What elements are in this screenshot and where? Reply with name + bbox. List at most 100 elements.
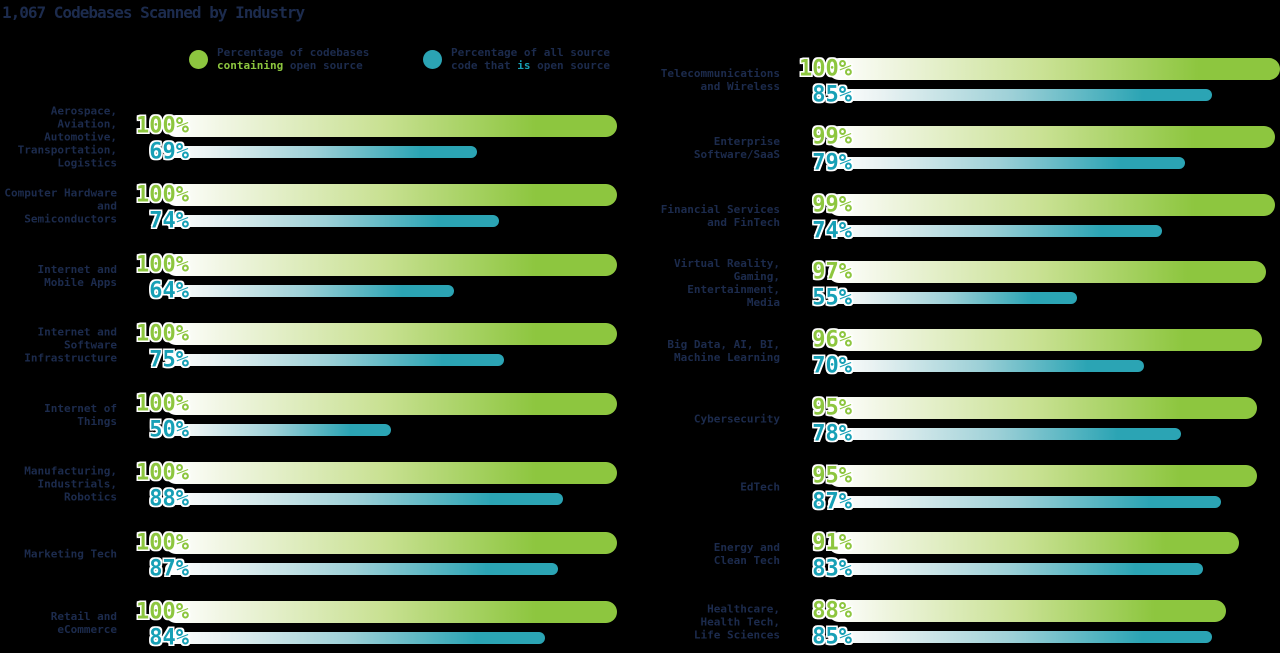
bar-value-is-open-source: 74% bbox=[149, 208, 189, 234]
industry-label: Financial Services and FinTech bbox=[660, 202, 780, 229]
industry-label: Energy and Clean Tech bbox=[713, 540, 780, 567]
bar-is-open-source: 78% bbox=[812, 422, 1181, 447]
bar-containing-open-source: 100% bbox=[136, 114, 617, 139]
bar-value-is-open-source: 83% bbox=[812, 556, 852, 582]
industry-row: Marketing Tech 100% 87% bbox=[0, 530, 1280, 582]
industry-label: Telecommunications and Wireless bbox=[660, 66, 780, 93]
bar-is-open-source: 85% bbox=[812, 625, 1212, 650]
bar-is-open-source: 55% bbox=[812, 286, 1077, 311]
bar-is-open-source: 75% bbox=[149, 348, 504, 373]
bar-containing-open-source: 100% bbox=[136, 253, 617, 278]
bar-value-containing: 100% bbox=[136, 599, 189, 625]
bar-value-containing: 95% bbox=[812, 395, 852, 421]
bar-value-containing: 100% bbox=[799, 56, 852, 82]
bar-is-open-source: 87% bbox=[149, 557, 558, 582]
bar-value-containing: 100% bbox=[136, 182, 189, 208]
bar-value-is-open-source: 69% bbox=[149, 139, 189, 165]
bar-value-containing: 88% bbox=[812, 598, 852, 624]
bar-containing-open-source: 97% bbox=[812, 260, 1266, 285]
industry-label: Computer Hardware and Semiconductors bbox=[4, 186, 117, 225]
legend-label-segment: Percentage of all source bbox=[451, 46, 610, 59]
industry-row: Manufacturing, Industrials, Robotics 100%… bbox=[0, 461, 1280, 512]
legend-label-segment: containing bbox=[217, 59, 284, 72]
industry-row: Financial Services and FinTech 99% 74% bbox=[0, 193, 1280, 244]
bar-value-containing: 100% bbox=[136, 113, 189, 139]
bar-value-containing: 100% bbox=[136, 391, 189, 417]
industry-row: Aerospace, Aviation, Automotive, Transpo… bbox=[0, 104, 1280, 169]
industry-label: Internet of Things bbox=[44, 401, 117, 428]
bar-containing-open-source: 99% bbox=[812, 193, 1275, 218]
bar-value-containing: 100% bbox=[136, 460, 189, 486]
bar-is-open-source: 50% bbox=[149, 418, 391, 443]
industry-row: Internet and Mobile Apps 100% 64% bbox=[0, 253, 1280, 304]
chart-title: 1,067 Codebases Scanned by Industry bbox=[2, 3, 305, 22]
bar-is-open-source: 70% bbox=[812, 354, 1144, 379]
legend-label-segment: is bbox=[517, 59, 531, 72]
bar-containing-open-source: 88% bbox=[812, 599, 1226, 624]
legend-label-line: containing open source bbox=[217, 59, 369, 72]
bar-value-containing: 99% bbox=[812, 124, 852, 150]
industry-row: Internet and Software Infrastructure 100%… bbox=[0, 322, 1280, 373]
industry-row: Retail and eCommerce 100% 84% bbox=[0, 599, 1280, 651]
industry-row: Cybersecurity 95% 78% bbox=[0, 395, 1280, 447]
industry-row: Virtual Reality, Gaming, Entertainment, … bbox=[0, 257, 1280, 311]
legend-label-segment: open source bbox=[530, 59, 610, 72]
bar-value-is-open-source: 70% bbox=[812, 353, 852, 379]
bar-containing-open-source: 100% bbox=[136, 322, 617, 347]
bar-value-containing: 91% bbox=[812, 530, 852, 556]
bar-value-is-open-source: 79% bbox=[812, 150, 852, 176]
bar-value-containing: 100% bbox=[136, 321, 189, 347]
bar-is-open-source: 64% bbox=[149, 279, 454, 304]
industry-label: Internet and Software Infrastructure bbox=[24, 325, 117, 364]
bar-containing-open-source: 95% bbox=[812, 464, 1257, 489]
bar-is-open-source: 74% bbox=[812, 219, 1162, 244]
bar-value-is-open-source: 55% bbox=[812, 285, 852, 311]
legend-label-segment: code that bbox=[451, 59, 518, 72]
bar-value-containing: 96% bbox=[812, 327, 852, 353]
bar-containing-open-source: 100% bbox=[136, 461, 617, 486]
bar-containing-open-source: 100% bbox=[136, 392, 617, 417]
bar-value-containing: 100% bbox=[136, 252, 189, 278]
legend-label-segment: Percentage of codebases bbox=[217, 46, 370, 59]
bar-containing-open-source: 100% bbox=[136, 183, 617, 208]
legend-dot-icon bbox=[189, 49, 208, 69]
industry-row: Enterprise Software/SaaS 99% 79% bbox=[0, 125, 1280, 176]
industry-label: Big Data, AI, BI, Machine Learning bbox=[667, 337, 780, 364]
bar-value-is-open-source: 84% bbox=[149, 625, 189, 651]
legend-label: Percentage of codebases containing open s… bbox=[217, 46, 369, 72]
industry-label: Enterprise Software/SaaS bbox=[693, 134, 780, 161]
legend-label-segment: open source bbox=[283, 59, 363, 72]
legend-item-is-open-source: Percentage of all source code that is ope… bbox=[423, 46, 610, 72]
bar-value-is-open-source: 87% bbox=[812, 489, 852, 515]
industry-label: Healthcare, Health Tech, Life Sciences bbox=[693, 602, 780, 641]
bar-containing-open-source: 99% bbox=[812, 125, 1275, 150]
industry-label: Marketing Tech bbox=[24, 547, 117, 560]
bar-is-open-source: 85% bbox=[812, 83, 1212, 108]
bar-value-containing: 100% bbox=[136, 530, 189, 556]
bar-value-is-open-source: 78% bbox=[812, 421, 852, 447]
bar-containing-open-source: 100% bbox=[799, 57, 1280, 82]
industry-row: EdTech 95% 87% bbox=[0, 464, 1280, 515]
legend-item-containing-open-source: Percentage of codebases containing open s… bbox=[189, 46, 369, 72]
legend-label-line: code that is open source bbox=[451, 59, 610, 72]
industry-label: Retail and eCommerce bbox=[50, 609, 117, 636]
bar-is-open-source: 79% bbox=[812, 151, 1185, 176]
bar-value-is-open-source: 74% bbox=[812, 218, 852, 244]
bar-containing-open-source: 91% bbox=[812, 531, 1239, 556]
bar-value-containing: 95% bbox=[812, 463, 852, 489]
bar-is-open-source: 84% bbox=[149, 626, 545, 651]
industry-label: EdTech bbox=[740, 480, 780, 493]
industry-label: Aerospace, Aviation, Automotive, Transpo… bbox=[17, 104, 117, 169]
industry-row: Internet of Things 100% 50% bbox=[0, 392, 1280, 443]
bar-value-containing: 99% bbox=[812, 192, 852, 218]
bar-is-open-source: 83% bbox=[812, 557, 1203, 582]
bar-is-open-source: 87% bbox=[812, 490, 1221, 515]
legend-dot-icon bbox=[423, 49, 442, 69]
legend-label: Percentage of all source code that is ope… bbox=[451, 46, 610, 72]
bar-value-is-open-source: 87% bbox=[149, 556, 189, 582]
bar-value-is-open-source: 85% bbox=[812, 82, 852, 108]
industry-row: Healthcare, Health Tech, Life Sciences 88… bbox=[0, 599, 1280, 650]
